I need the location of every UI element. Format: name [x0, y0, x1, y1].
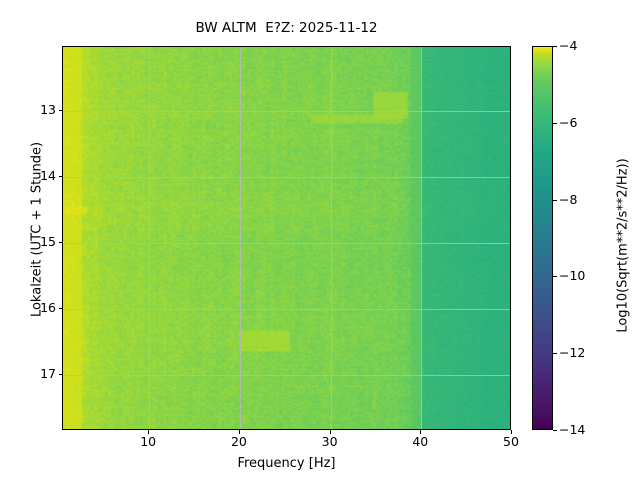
- colorbar-tick-mark: [553, 199, 557, 201]
- page-title: BW ALTM E?Z: 2025-11-12: [195, 20, 378, 36]
- spectrogram-image: [63, 47, 510, 429]
- x-tick-label: 10: [140, 434, 157, 449]
- colorbar-tick-label: −10: [559, 268, 586, 284]
- y-tick-mark: [58, 373, 62, 375]
- x-tick-label: 40: [412, 434, 429, 449]
- colorbar-tick-label: −8: [559, 191, 578, 207]
- colorbar-label: Log10(Sqrt(m**2/s**2/Hz)): [615, 158, 631, 333]
- x-tick-mark: [329, 430, 331, 434]
- y-axis-label: Lokalzeit (UTC + 1 Stunde): [29, 141, 45, 318]
- x-tick-mark: [238, 430, 240, 434]
- colorbar-tick-mark: [553, 122, 557, 124]
- y-tick-mark: [58, 307, 62, 309]
- x-tick-label: 20: [230, 434, 247, 449]
- colorbar-tick-label: −4: [559, 38, 578, 53]
- y-tick-label: 14: [40, 168, 56, 183]
- colorbar-tick-label: −6: [559, 114, 578, 130]
- colorbar-tick-mark: [553, 353, 557, 355]
- spectrogram-axes[interactable]: [62, 46, 511, 430]
- y-tick-label: 16: [40, 299, 56, 315]
- x-tick-label: 50: [503, 434, 519, 449]
- colorbar-tick-label: −14: [559, 422, 586, 437]
- y-tick-label: 13: [40, 102, 56, 117]
- x-tick-mark: [148, 430, 150, 434]
- y-tick-mark: [58, 176, 62, 177]
- colorbar[interactable]: [532, 46, 553, 430]
- x-tick-mark: [420, 430, 422, 434]
- x-tick-label: 30: [321, 434, 338, 449]
- colorbar-tick-label: −12: [559, 345, 586, 361]
- colorbar-tick-mark: [553, 276, 557, 278]
- y-tick-mark: [58, 110, 62, 111]
- x-axis-label: Frequency [Hz]: [237, 456, 336, 471]
- colorbar-tick-mark: [553, 46, 557, 47]
- y-tick-mark: [58, 242, 62, 243]
- y-tick-label: 15: [40, 234, 56, 249]
- y-tick-label: 17: [40, 365, 56, 381]
- x-tick-mark: [511, 430, 512, 434]
- colorbar-tick-mark: [553, 430, 557, 431]
